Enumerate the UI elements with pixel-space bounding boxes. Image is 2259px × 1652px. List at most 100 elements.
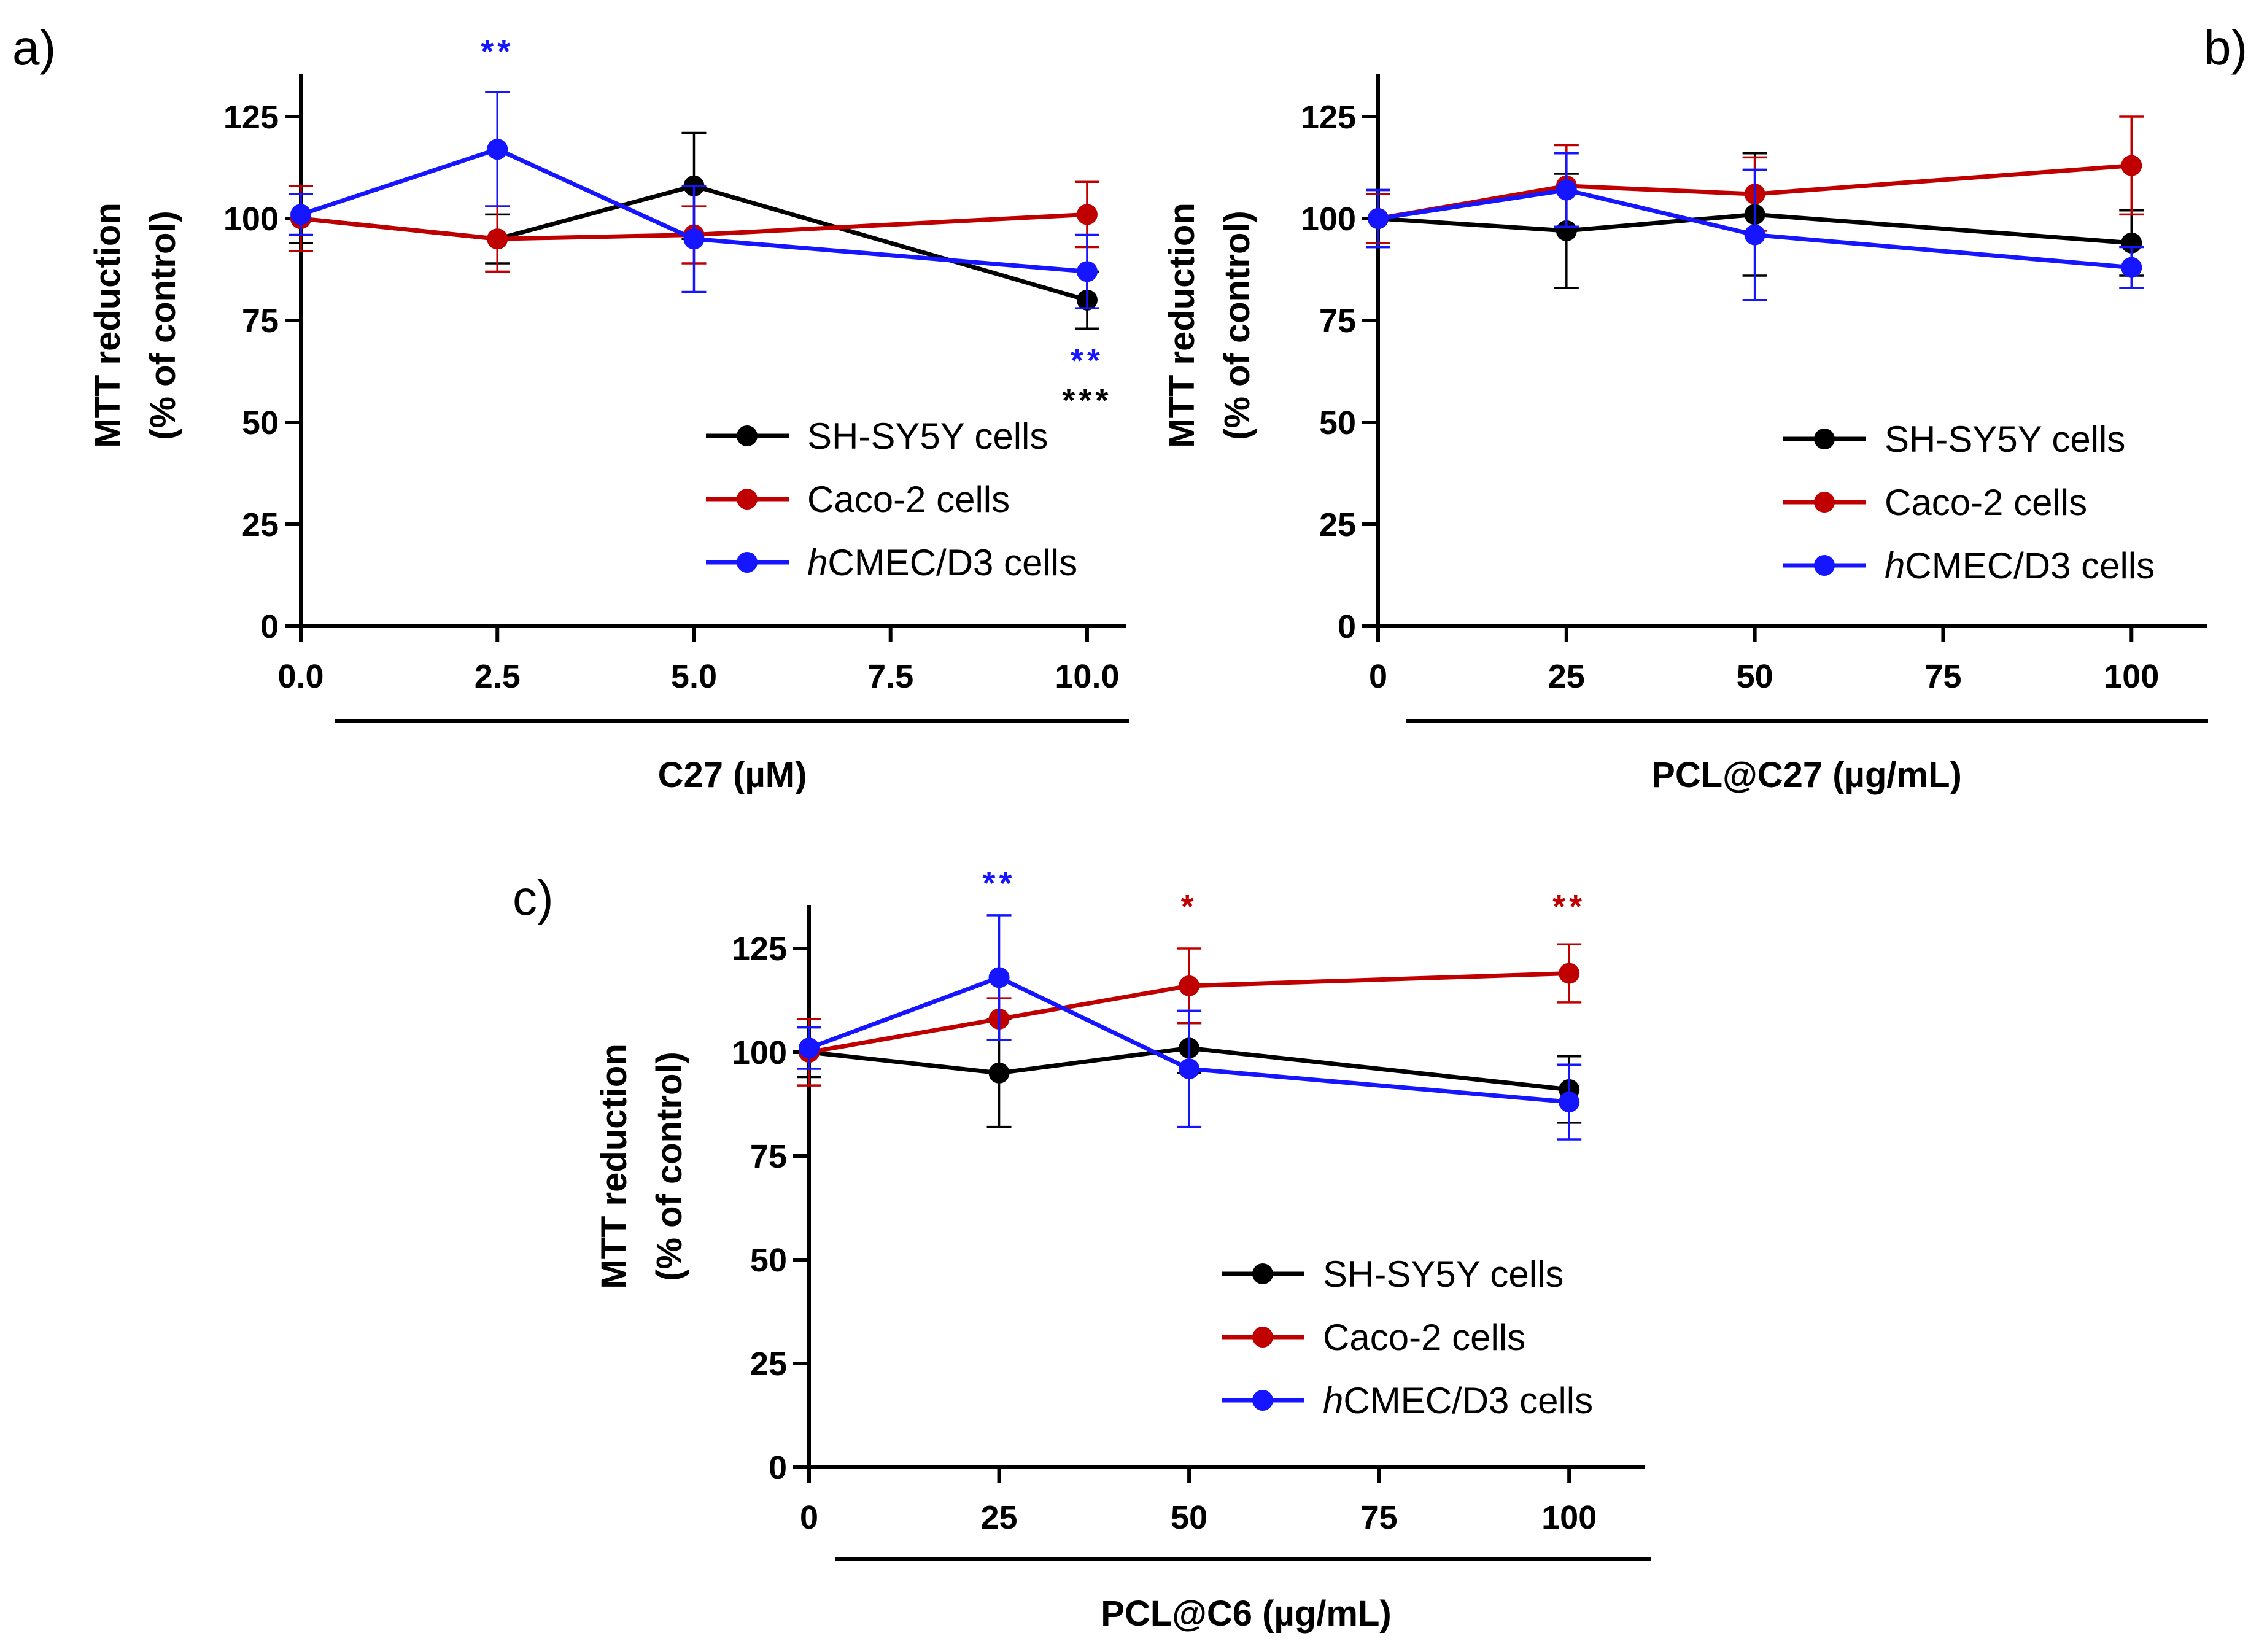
data-point bbox=[988, 967, 1010, 988]
data-point bbox=[1076, 261, 1098, 282]
significance-marker: ** bbox=[481, 33, 514, 70]
data-point bbox=[487, 228, 508, 250]
x-axis-title: PCL@C6 (µg/mL) bbox=[1101, 1594, 1391, 1634]
x-axis-title: PCL@C27 (µg/mL) bbox=[1651, 755, 1962, 795]
data-point bbox=[1559, 1092, 1580, 1113]
data-point bbox=[1179, 975, 1200, 996]
legend-label: SH-SY5Y cells bbox=[1885, 419, 2125, 460]
x-tick-label: 5.0 bbox=[671, 658, 717, 695]
y-axis-title-line2: (% of control) bbox=[649, 1052, 689, 1281]
series-hcmec-d3-cells bbox=[289, 91, 1099, 309]
x-tick-label: 100 bbox=[2104, 658, 2159, 695]
legend-label: Caco-2 cells bbox=[1323, 1317, 1525, 1358]
x-tick-label: 10.0 bbox=[1055, 658, 1119, 695]
series-line bbox=[1377, 212, 2132, 246]
legend-marker bbox=[1252, 1263, 1273, 1284]
legend-label: Caco-2 cells bbox=[807, 479, 1010, 520]
legend-label-italic: h bbox=[807, 542, 827, 583]
y-tick-label: 25 bbox=[1319, 506, 1356, 543]
x-tick-label: 50 bbox=[1737, 658, 1773, 695]
series-line bbox=[300, 147, 1088, 274]
panel-c: c) MTT reduction (% of control) PCL@C6 (… bbox=[513, 865, 1651, 1634]
series-hcmec-d3-cells bbox=[1366, 152, 2144, 301]
legend-marker bbox=[1814, 429, 1835, 449]
legend-item: SH-SY5Y cells bbox=[1783, 419, 2125, 460]
data-point bbox=[683, 228, 705, 250]
legend-label: SH-SY5Y cells bbox=[807, 416, 1048, 457]
data-point bbox=[1556, 220, 1577, 241]
legend-marker bbox=[737, 552, 758, 573]
legend-item: Caco-2 cells bbox=[1783, 482, 2087, 523]
legend-item: hCMEC/D3 cells bbox=[706, 542, 1077, 583]
y-tick-label: 0 bbox=[1338, 608, 1356, 645]
y-tick-label: 125 bbox=[1301, 99, 1356, 136]
x-tick-label: 75 bbox=[1361, 1499, 1398, 1536]
data-point bbox=[799, 1037, 820, 1059]
y-tick-label: 25 bbox=[242, 506, 279, 543]
legend-item: Caco-2 cells bbox=[706, 479, 1010, 520]
significance-marker: *** bbox=[1062, 382, 1112, 419]
y-tick-label: 75 bbox=[750, 1138, 787, 1175]
data-point bbox=[487, 139, 508, 160]
legend-label: Caco-2 cells bbox=[1885, 482, 2087, 523]
series-line bbox=[808, 975, 1570, 1104]
legend-label-rest: CMEC/D3 cells bbox=[1905, 545, 2155, 586]
data-point bbox=[1744, 224, 1765, 246]
y-axis-title: MTT reduction (% of control) bbox=[88, 203, 183, 448]
data-point bbox=[1556, 179, 1577, 201]
series-line bbox=[1377, 187, 2132, 270]
y-axis-title-line2: (% of control) bbox=[143, 211, 183, 440]
y-tick-label: 75 bbox=[1319, 303, 1356, 339]
legend-label: hCMEC/D3 cells bbox=[807, 542, 1077, 583]
legend-label-rest: CMEC/D3 cells bbox=[827, 542, 1077, 583]
legend-item: hCMEC/D3 cells bbox=[1222, 1380, 1593, 1421]
y-axis-title: MTT reduction (% of control) bbox=[1162, 203, 1257, 448]
plot-area: 0 25 50 75 100 125 0 25 50 75 100 bbox=[1301, 74, 2207, 695]
x-tick-label: 0.0 bbox=[277, 658, 324, 695]
data-point bbox=[2121, 232, 2142, 254]
y-tick-label: 25 bbox=[750, 1346, 787, 1382]
x-tick-label: 0 bbox=[1369, 658, 1387, 695]
legend-label-rest: CMEC/D3 cells bbox=[1343, 1380, 1593, 1421]
series-line bbox=[300, 212, 1088, 241]
significance-marker: * bbox=[1181, 888, 1198, 925]
panel-label: a) bbox=[12, 20, 56, 75]
x-tick-label: 7.5 bbox=[867, 658, 913, 695]
x-tick-label: 25 bbox=[1548, 658, 1585, 695]
y-axis-title-line1: MTT reduction bbox=[88, 203, 128, 448]
x-tick-label: 50 bbox=[1171, 1499, 1207, 1536]
legend-label: hCMEC/D3 cells bbox=[1323, 1380, 1593, 1421]
series-line bbox=[808, 1045, 1570, 1092]
legend: SH-SY5Y cells Caco-2 cells hCMEC/D3 cells bbox=[1783, 419, 2155, 586]
y-tick-label: 125 bbox=[223, 99, 279, 136]
legend-marker bbox=[737, 489, 758, 510]
panel-label: b) bbox=[2204, 20, 2247, 75]
significance-marker: ** bbox=[1071, 342, 1104, 379]
y-tick-label: 100 bbox=[1301, 201, 1356, 238]
legend-label-italic: h bbox=[1323, 1380, 1343, 1421]
y-tick-label: 50 bbox=[242, 405, 279, 441]
panel-b: b) MTT reduction (% of control) PCL@C27 … bbox=[1162, 20, 2247, 795]
legend-label: SH-SY5Y cells bbox=[1323, 1254, 1563, 1295]
data-point bbox=[1179, 1058, 1200, 1080]
data-point bbox=[2121, 155, 2142, 176]
y-tick-label: 0 bbox=[769, 1449, 787, 1486]
y-axis-title-line1: MTT reduction bbox=[1162, 203, 1202, 448]
data-point bbox=[290, 204, 311, 225]
legend-marker bbox=[1814, 555, 1835, 576]
x-tick-label: 2.5 bbox=[475, 658, 521, 695]
y-axis-title-line1: MTT reduction bbox=[594, 1044, 634, 1289]
data-point bbox=[1368, 208, 1389, 229]
legend-marker bbox=[1252, 1390, 1273, 1411]
legend: SH-SY5Y cells Caco-2 cells hCMEC/D3 cells bbox=[706, 416, 1077, 583]
x-tick-label: 25 bbox=[981, 1499, 1018, 1536]
x-axis-title: C27 (µM) bbox=[658, 755, 807, 795]
y-tick-label: 125 bbox=[732, 931, 787, 968]
series-hcmec-d3-cells bbox=[797, 914, 1582, 1141]
data-point bbox=[988, 1062, 1010, 1084]
x-tick-label: 75 bbox=[1924, 658, 1961, 695]
significance-marker: ** bbox=[1552, 888, 1586, 925]
